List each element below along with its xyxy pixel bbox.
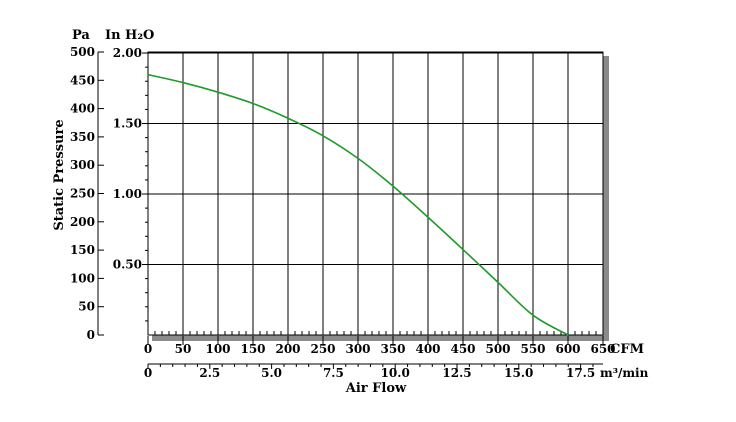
x-tick-label-m3min: 15.0 [504, 366, 533, 380]
x-axis-title: Air Flow [345, 381, 407, 396]
y-tick-label-pa: 200 [70, 215, 95, 229]
x-tick-label-m3min: 17.5 [566, 366, 595, 380]
x-tick-label-m3min: 10.0 [381, 366, 410, 380]
y-tick-label-inh2o: 0.50 [113, 258, 142, 272]
x-tick-label-m3min: 0 [144, 366, 152, 380]
y-axis-title: Static Pressure [52, 119, 67, 230]
x-tick-label-cfm: 350 [380, 342, 405, 356]
y-tick-label-pa: 400 [70, 102, 95, 116]
x-tick-label-cfm: 600 [555, 342, 580, 356]
y-unit-inh2o: In H₂O [105, 28, 154, 43]
x-tick-label-m3min: 12.5 [442, 366, 471, 380]
y-tick-label-pa: 300 [70, 158, 95, 172]
y-tick-label-pa: 150 [70, 243, 95, 257]
y-tick-label-inh2o: 1.50 [113, 117, 142, 131]
x-tick-label-cfm: 500 [485, 342, 510, 356]
tick-labels: 0 50 100 150 200 250 300 350 400 450 500 550 600 6500… [70, 45, 616, 380]
x-unit-cfm: CFM [610, 342, 644, 357]
y-tick-label-pa: 100 [70, 271, 95, 285]
plot-shadow-bottom [152, 335, 609, 341]
y-tick-label-pa: 350 [70, 130, 95, 144]
y-tick-label-inh2o: 1.00 [113, 187, 142, 201]
x-tick-label-cfm: 300 [345, 342, 370, 356]
x-tick-label-cfm: 200 [275, 342, 300, 356]
plot-shadow [152, 56, 609, 341]
y-tick-label-pa: 0 [87, 328, 95, 342]
x-tick-label-cfm: 650 [590, 342, 615, 356]
y-tick-label-pa: 50 [78, 300, 95, 314]
y-tick-label-inh2o: 2.00 [113, 46, 142, 60]
minor-ticks [145, 52, 597, 367]
x-tick-label-cfm: 150 [240, 342, 265, 356]
x-tick-label-cfm: 250 [310, 342, 335, 356]
x-tick-label-cfm: 100 [205, 342, 230, 356]
x-tick-label-cfm: 0 [144, 342, 152, 356]
x-tick-label-cfm: 50 [175, 342, 192, 356]
grid [97, 51, 604, 369]
y-tick-label-pa: 500 [70, 45, 95, 59]
plot-shadow-right [603, 56, 609, 341]
x-tick-label-m3min: 7.5 [323, 366, 344, 380]
y-tick-label-pa: 450 [70, 73, 95, 87]
x-tick-label-cfm: 400 [415, 342, 440, 356]
x-tick-label-cfm: 550 [520, 342, 545, 356]
x-tick-label-m3min: 2.5 [199, 366, 220, 380]
x-unit-m3min: m³/min [600, 366, 649, 380]
y-tick-label-pa: 250 [70, 187, 95, 201]
plot-frame [147, 51, 604, 336]
x-tick-label-cfm: 450 [450, 342, 475, 356]
y-unit-pa: Pa [72, 28, 90, 43]
x-tick-label-m3min: 5.0 [261, 366, 282, 380]
series [147, 73, 569, 336]
series-line-pressure [147, 73, 569, 336]
plot-area [147, 51, 604, 336]
